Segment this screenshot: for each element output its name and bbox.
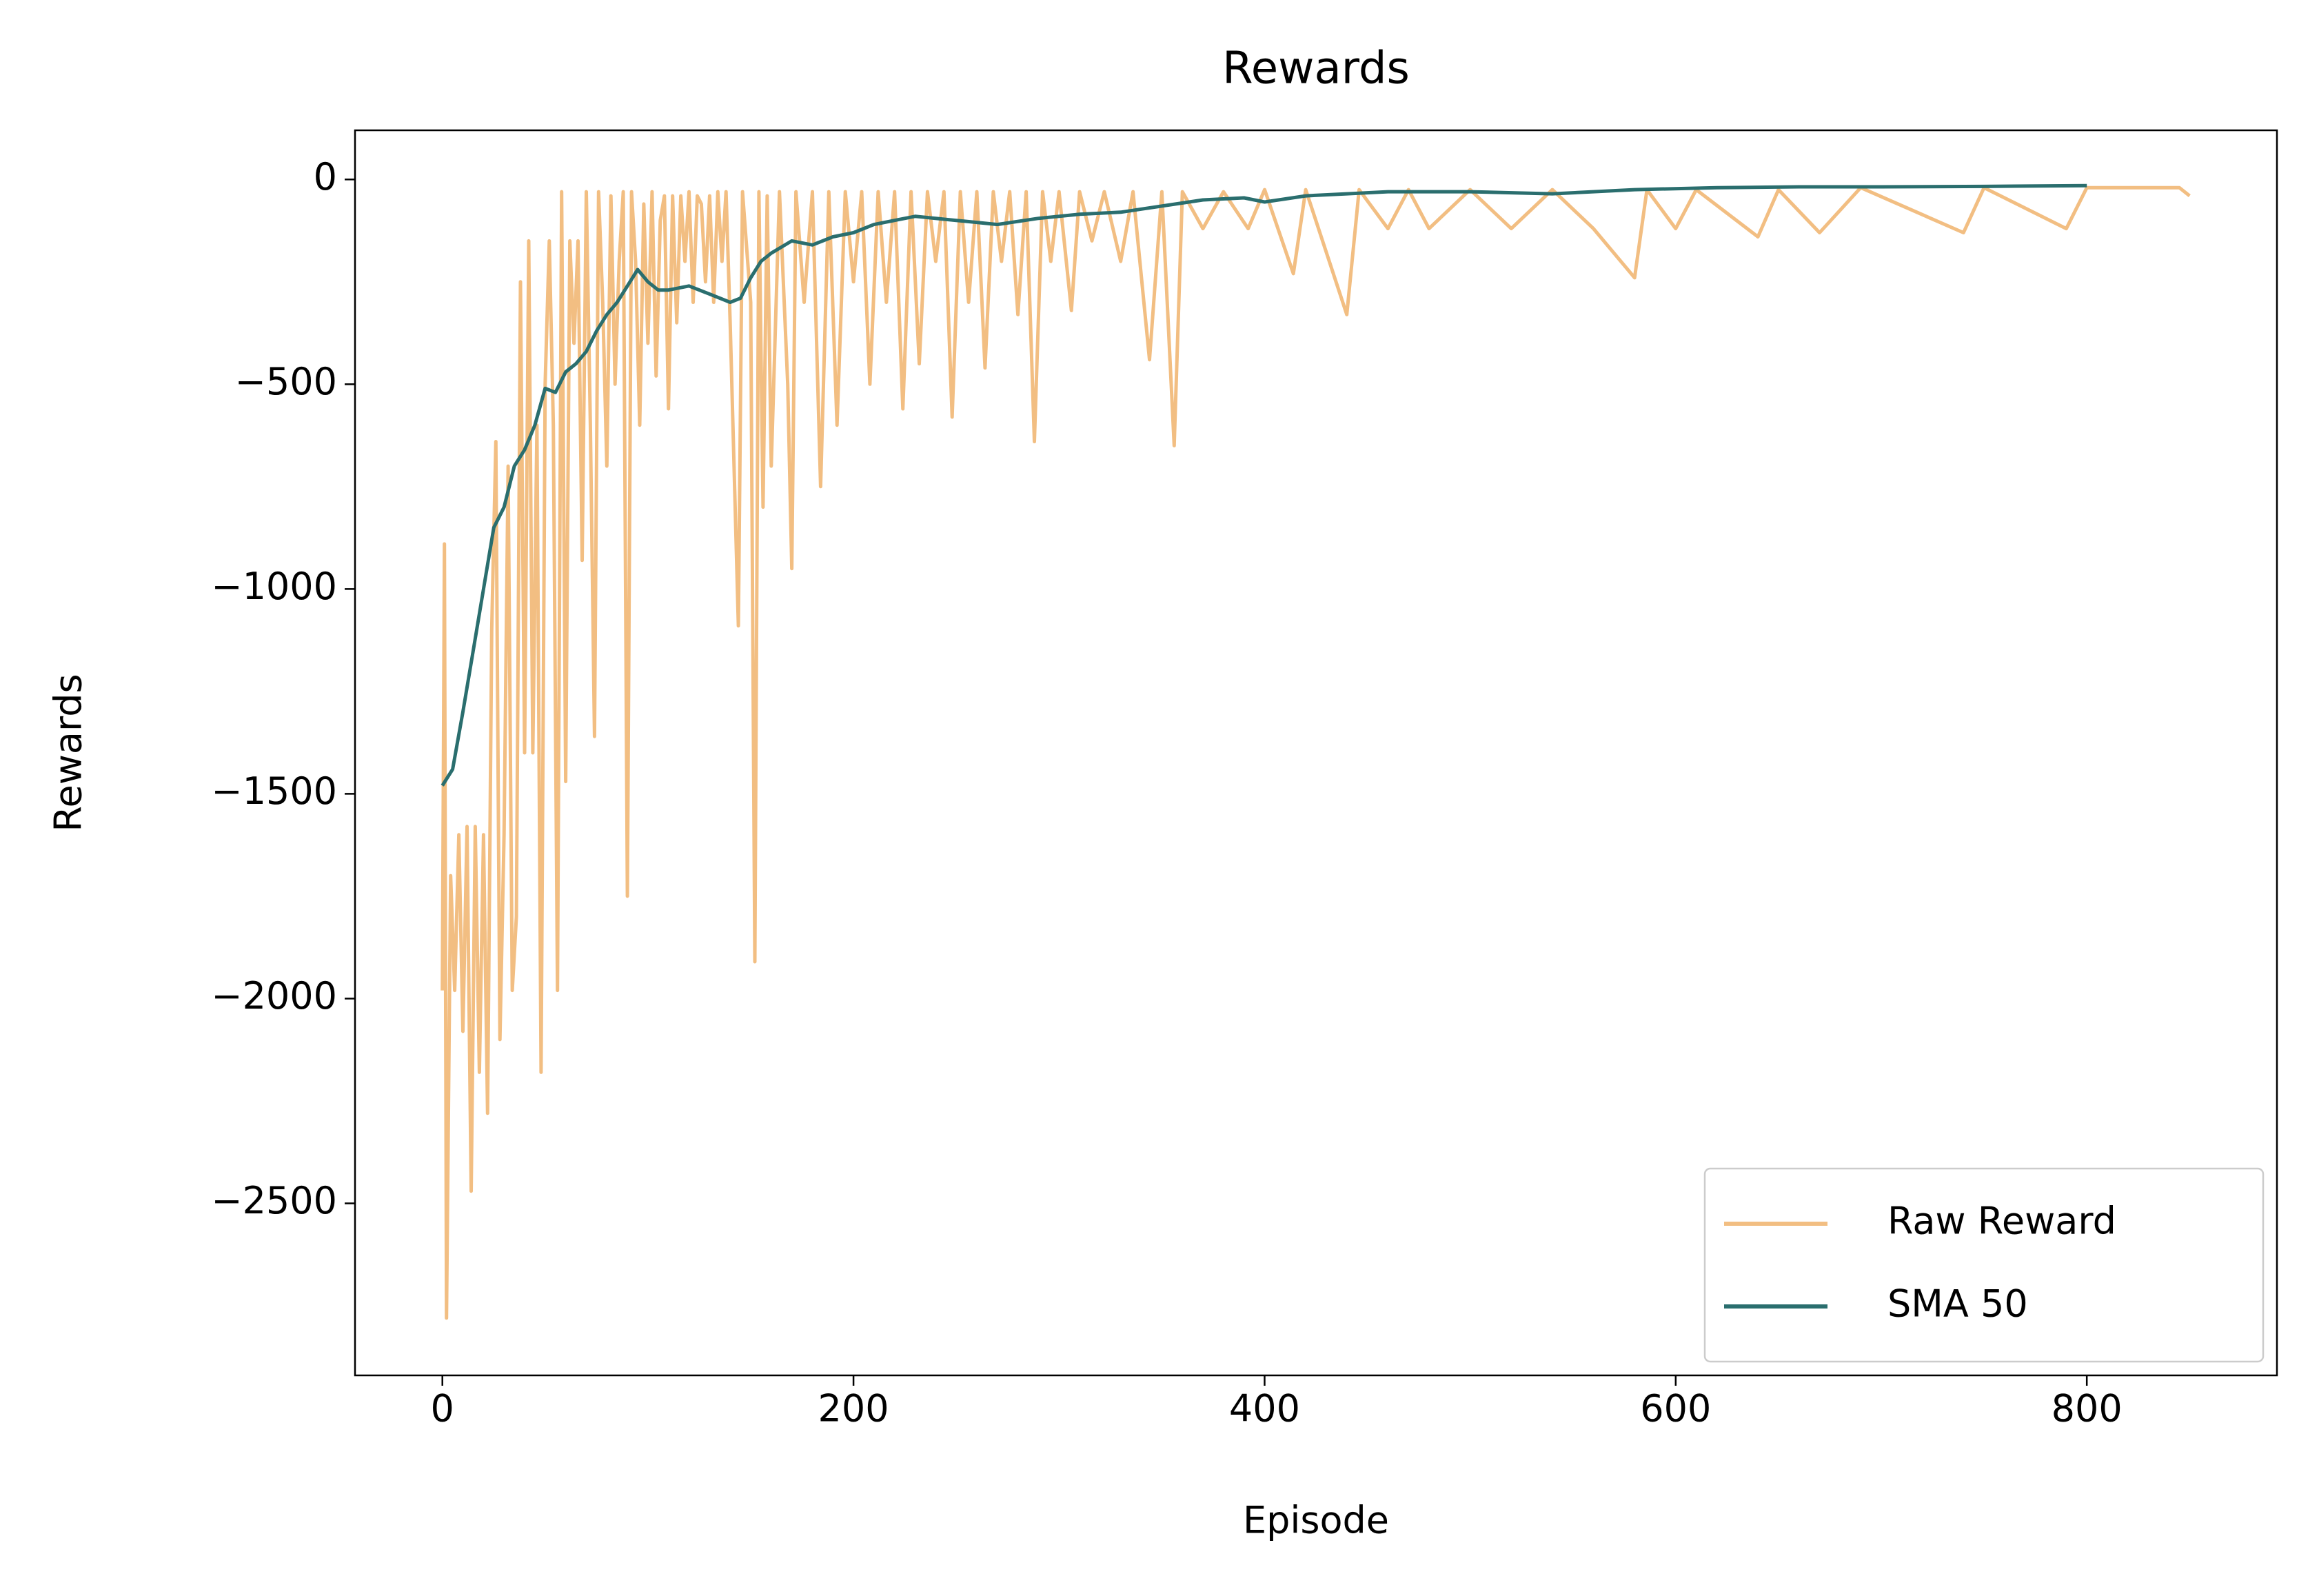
y-tick-label: −1500 — [211, 769, 337, 813]
x-tick-label: 600 — [1640, 1387, 1711, 1431]
x-tick-label: 800 — [2052, 1387, 2123, 1431]
legend: Raw Reward SMA 50 — [1703, 1167, 2265, 1363]
y-tick-label: 0 — [314, 155, 337, 199]
y-axis-label: Rewards — [47, 674, 90, 831]
x-tick-label: 0 — [431, 1387, 454, 1431]
legend-label: Raw Reward — [1887, 1200, 2116, 1243]
x-axis-label: Episode — [1243, 1499, 1389, 1542]
y-tick-label: −2500 — [211, 1179, 337, 1222]
series-line — [440, 183, 2087, 787]
x-tick-label: 200 — [818, 1387, 889, 1431]
y-tick-label: −500 — [235, 360, 337, 403]
y-tick-label: −1000 — [211, 565, 337, 608]
legend-box — [1703, 1167, 2265, 1363]
y-tick-label: −2000 — [211, 974, 337, 1018]
chart-title: Rewards — [1222, 43, 1410, 94]
x-tick-label: 400 — [1229, 1387, 1300, 1431]
legend-label: SMA 50 — [1887, 1282, 2028, 1326]
plot-frame — [354, 129, 2278, 1377]
series-line — [440, 185, 2191, 1320]
